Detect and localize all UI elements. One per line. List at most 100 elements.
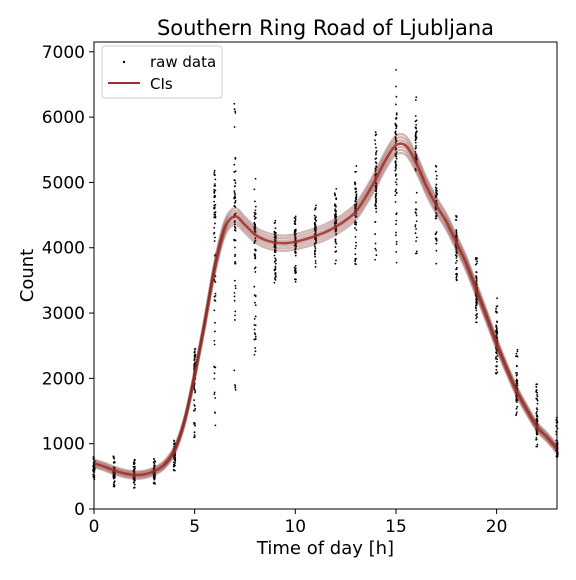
raw-data-point: [233, 108, 236, 111]
raw-data-point: [213, 226, 216, 229]
ci-series: [93, 133, 558, 480]
raw-data-point: [193, 358, 196, 361]
raw-data-point: [455, 231, 458, 234]
raw-data-point: [455, 275, 458, 278]
raw-data-point: [234, 226, 236, 229]
legend-box: [101, 45, 223, 99]
raw-data-point: [315, 216, 317, 219]
raw-data-point: [374, 205, 377, 208]
raw-data-point: [294, 264, 297, 267]
raw-data-point: [374, 196, 377, 199]
raw-data-point: [535, 383, 538, 386]
raw-data-point: [475, 317, 478, 320]
raw-data-point: [315, 237, 317, 239]
raw-data-point: [515, 414, 517, 417]
raw-data-point: [375, 146, 377, 149]
raw-data-point: [213, 190, 216, 193]
ci-curve: [93, 139, 558, 475]
raw-data-point: [154, 482, 156, 485]
raw-data-point: [213, 200, 215, 203]
raw-data-point: [475, 281, 477, 284]
raw-data-point: [234, 287, 237, 290]
raw-data-point: [335, 198, 338, 201]
raw-data-point: [354, 181, 356, 184]
raw-data-point: [213, 240, 216, 242]
raw-data-point: [213, 279, 216, 282]
raw-data-point: [233, 238, 236, 241]
raw-data-point: [293, 231, 296, 234]
raw-data-point: [414, 211, 417, 214]
raw-data-point: [535, 386, 538, 388]
raw-data-point: [253, 353, 256, 356]
raw-data-point: [213, 309, 216, 312]
raw-data-point: [395, 188, 397, 191]
raw-data-point: [173, 439, 175, 442]
raw-data-point: [254, 335, 257, 338]
raw-data-point: [112, 473, 115, 475]
raw-data-point: [273, 233, 276, 236]
raw-data-point: [234, 200, 237, 202]
raw-data-point: [233, 126, 236, 128]
raw-data-point: [234, 185, 237, 187]
raw-data-point: [233, 292, 236, 294]
raw-data-point: [434, 164, 437, 167]
raw-data-point: [274, 244, 277, 246]
raw-data-point: [254, 231, 257, 233]
raw-data-point: [213, 206, 216, 209]
raw-data-point: [214, 236, 216, 239]
raw-data-point: [333, 192, 336, 195]
raw-data-point: [294, 251, 297, 254]
raw-data-point: [253, 328, 256, 331]
raw-data-point: [253, 240, 256, 243]
raw-data-point: [434, 208, 437, 211]
raw-data-point: [535, 438, 537, 441]
raw-data-point: [516, 348, 519, 351]
raw-data-hour-8: [253, 177, 257, 356]
raw-data-point: [476, 313, 478, 315]
raw-data-point: [495, 327, 498, 330]
raw-data-point: [214, 215, 217, 218]
raw-data-point: [415, 214, 418, 217]
raw-data-point: [476, 299, 478, 302]
raw-data-point: [334, 250, 337, 253]
raw-data-point: [334, 219, 337, 222]
raw-data-point: [375, 249, 378, 252]
raw-data-point: [395, 164, 397, 166]
raw-data-point: [253, 318, 256, 320]
raw-data-point: [536, 443, 539, 446]
raw-data-point: [193, 431, 196, 434]
raw-data-point: [234, 229, 237, 232]
raw-data-point: [474, 306, 477, 309]
x-tick-label: 10: [284, 517, 306, 537]
raw-data-point: [414, 120, 417, 123]
raw-data-point: [214, 294, 217, 297]
raw-data-point: [153, 462, 156, 465]
raw-data-point: [495, 330, 498, 332]
raw-data-point: [294, 254, 297, 257]
raw-data-point: [275, 275, 277, 278]
raw-data-point: [234, 112, 237, 114]
raw-data-point: [395, 127, 397, 130]
raw-data-point: [355, 170, 357, 173]
raw-data-point: [174, 462, 176, 464]
raw-data-point: [335, 213, 337, 216]
raw-data-hour-14: [374, 131, 378, 261]
raw-data-point: [234, 239, 237, 242]
raw-data-point: [516, 382, 519, 385]
raw-data-point: [456, 259, 458, 262]
raw-data-point: [495, 351, 497, 354]
raw-data-point: [475, 275, 477, 277]
raw-data-point: [516, 405, 519, 408]
raw-data-point: [395, 192, 398, 195]
raw-data-point: [414, 132, 417, 135]
raw-data-hour-12: [333, 187, 338, 265]
raw-data-point: [496, 336, 499, 339]
raw-data-point: [234, 219, 236, 222]
raw-data-point: [295, 245, 297, 248]
raw-data-point: [394, 234, 397, 237]
raw-data-point: [375, 192, 378, 195]
raw-data-point: [496, 332, 499, 335]
raw-data-point: [536, 399, 539, 402]
